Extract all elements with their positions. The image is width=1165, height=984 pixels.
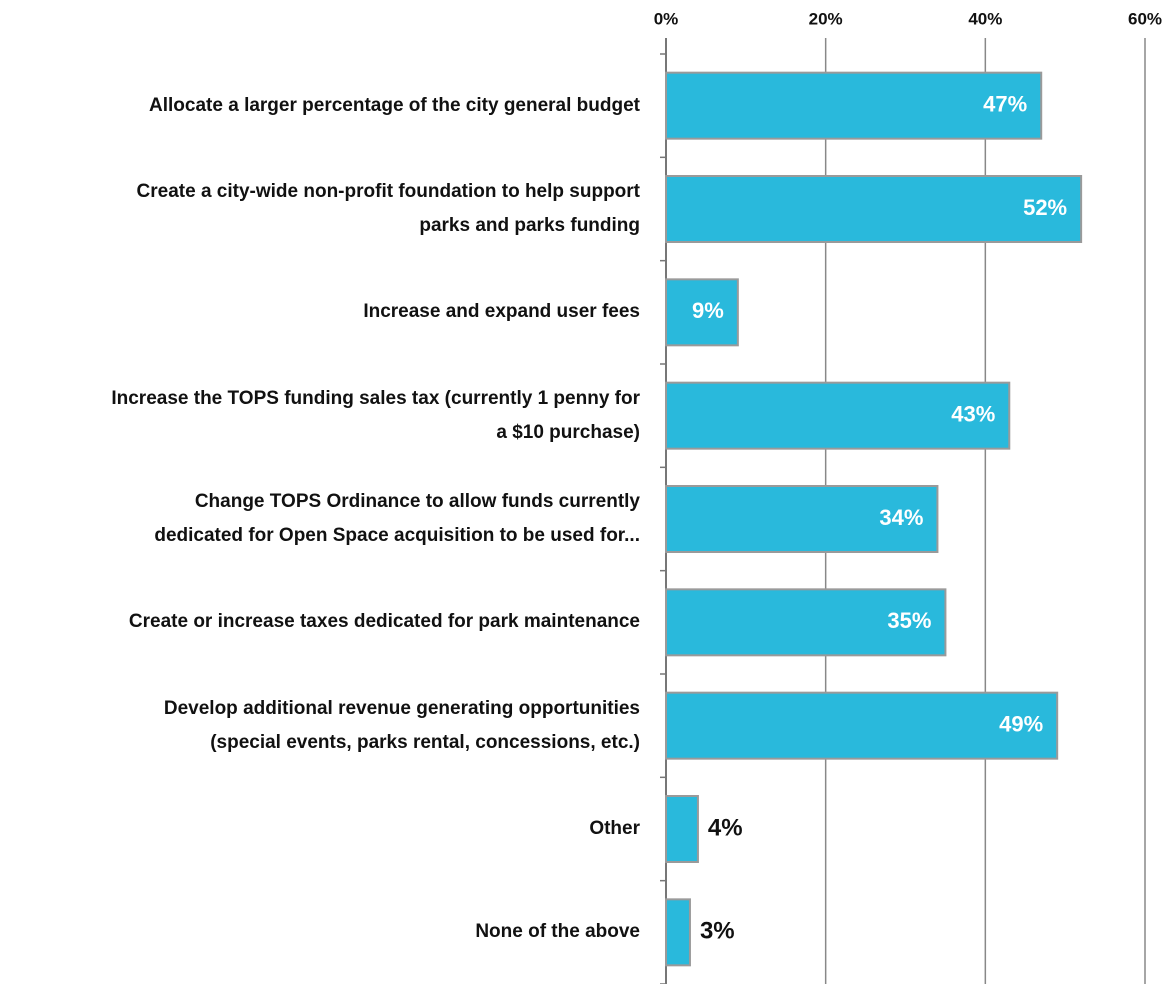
x-tick-label: 0% bbox=[654, 9, 679, 28]
category-label: Increase the TOPS funding sales tax (cur… bbox=[111, 387, 640, 443]
bar bbox=[665, 795, 699, 863]
bar bbox=[665, 485, 939, 553]
bar bbox=[665, 381, 1011, 450]
value-label: 47% bbox=[983, 91, 1027, 116]
bar bbox=[665, 71, 1043, 140]
value-label: 43% bbox=[951, 401, 995, 426]
category-label: Allocate a larger percentage of the city… bbox=[149, 94, 640, 116]
value-label: 3% bbox=[700, 918, 735, 945]
x-tick-label: 20% bbox=[809, 9, 843, 28]
value-label: 49% bbox=[999, 711, 1043, 736]
bar bbox=[665, 691, 1059, 760]
bar bbox=[665, 588, 947, 657]
value-label: 9% bbox=[692, 298, 724, 323]
category-label: Other bbox=[589, 818, 640, 839]
category-label: Create a city-wide non-profit foundation… bbox=[136, 181, 640, 236]
category-label: Create or increase taxes dedicated for p… bbox=[128, 611, 640, 633]
value-label: 35% bbox=[887, 608, 931, 633]
bar bbox=[665, 898, 691, 967]
bar bbox=[665, 175, 1083, 243]
value-label: 34% bbox=[879, 505, 923, 530]
category-label: None of the above bbox=[475, 921, 640, 943]
category-label: Change TOPS Ordinance to allow funds cur… bbox=[154, 491, 640, 546]
value-label: 52% bbox=[1023, 195, 1067, 220]
x-tick-label: 60% bbox=[1128, 9, 1162, 28]
category-label: Develop additional revenue generating op… bbox=[163, 697, 640, 753]
bar bbox=[665, 278, 739, 347]
value-label: 4% bbox=[708, 814, 743, 841]
category-label: Increase and expand user fees bbox=[363, 301, 640, 323]
x-tick-label: 40% bbox=[968, 9, 1002, 28]
